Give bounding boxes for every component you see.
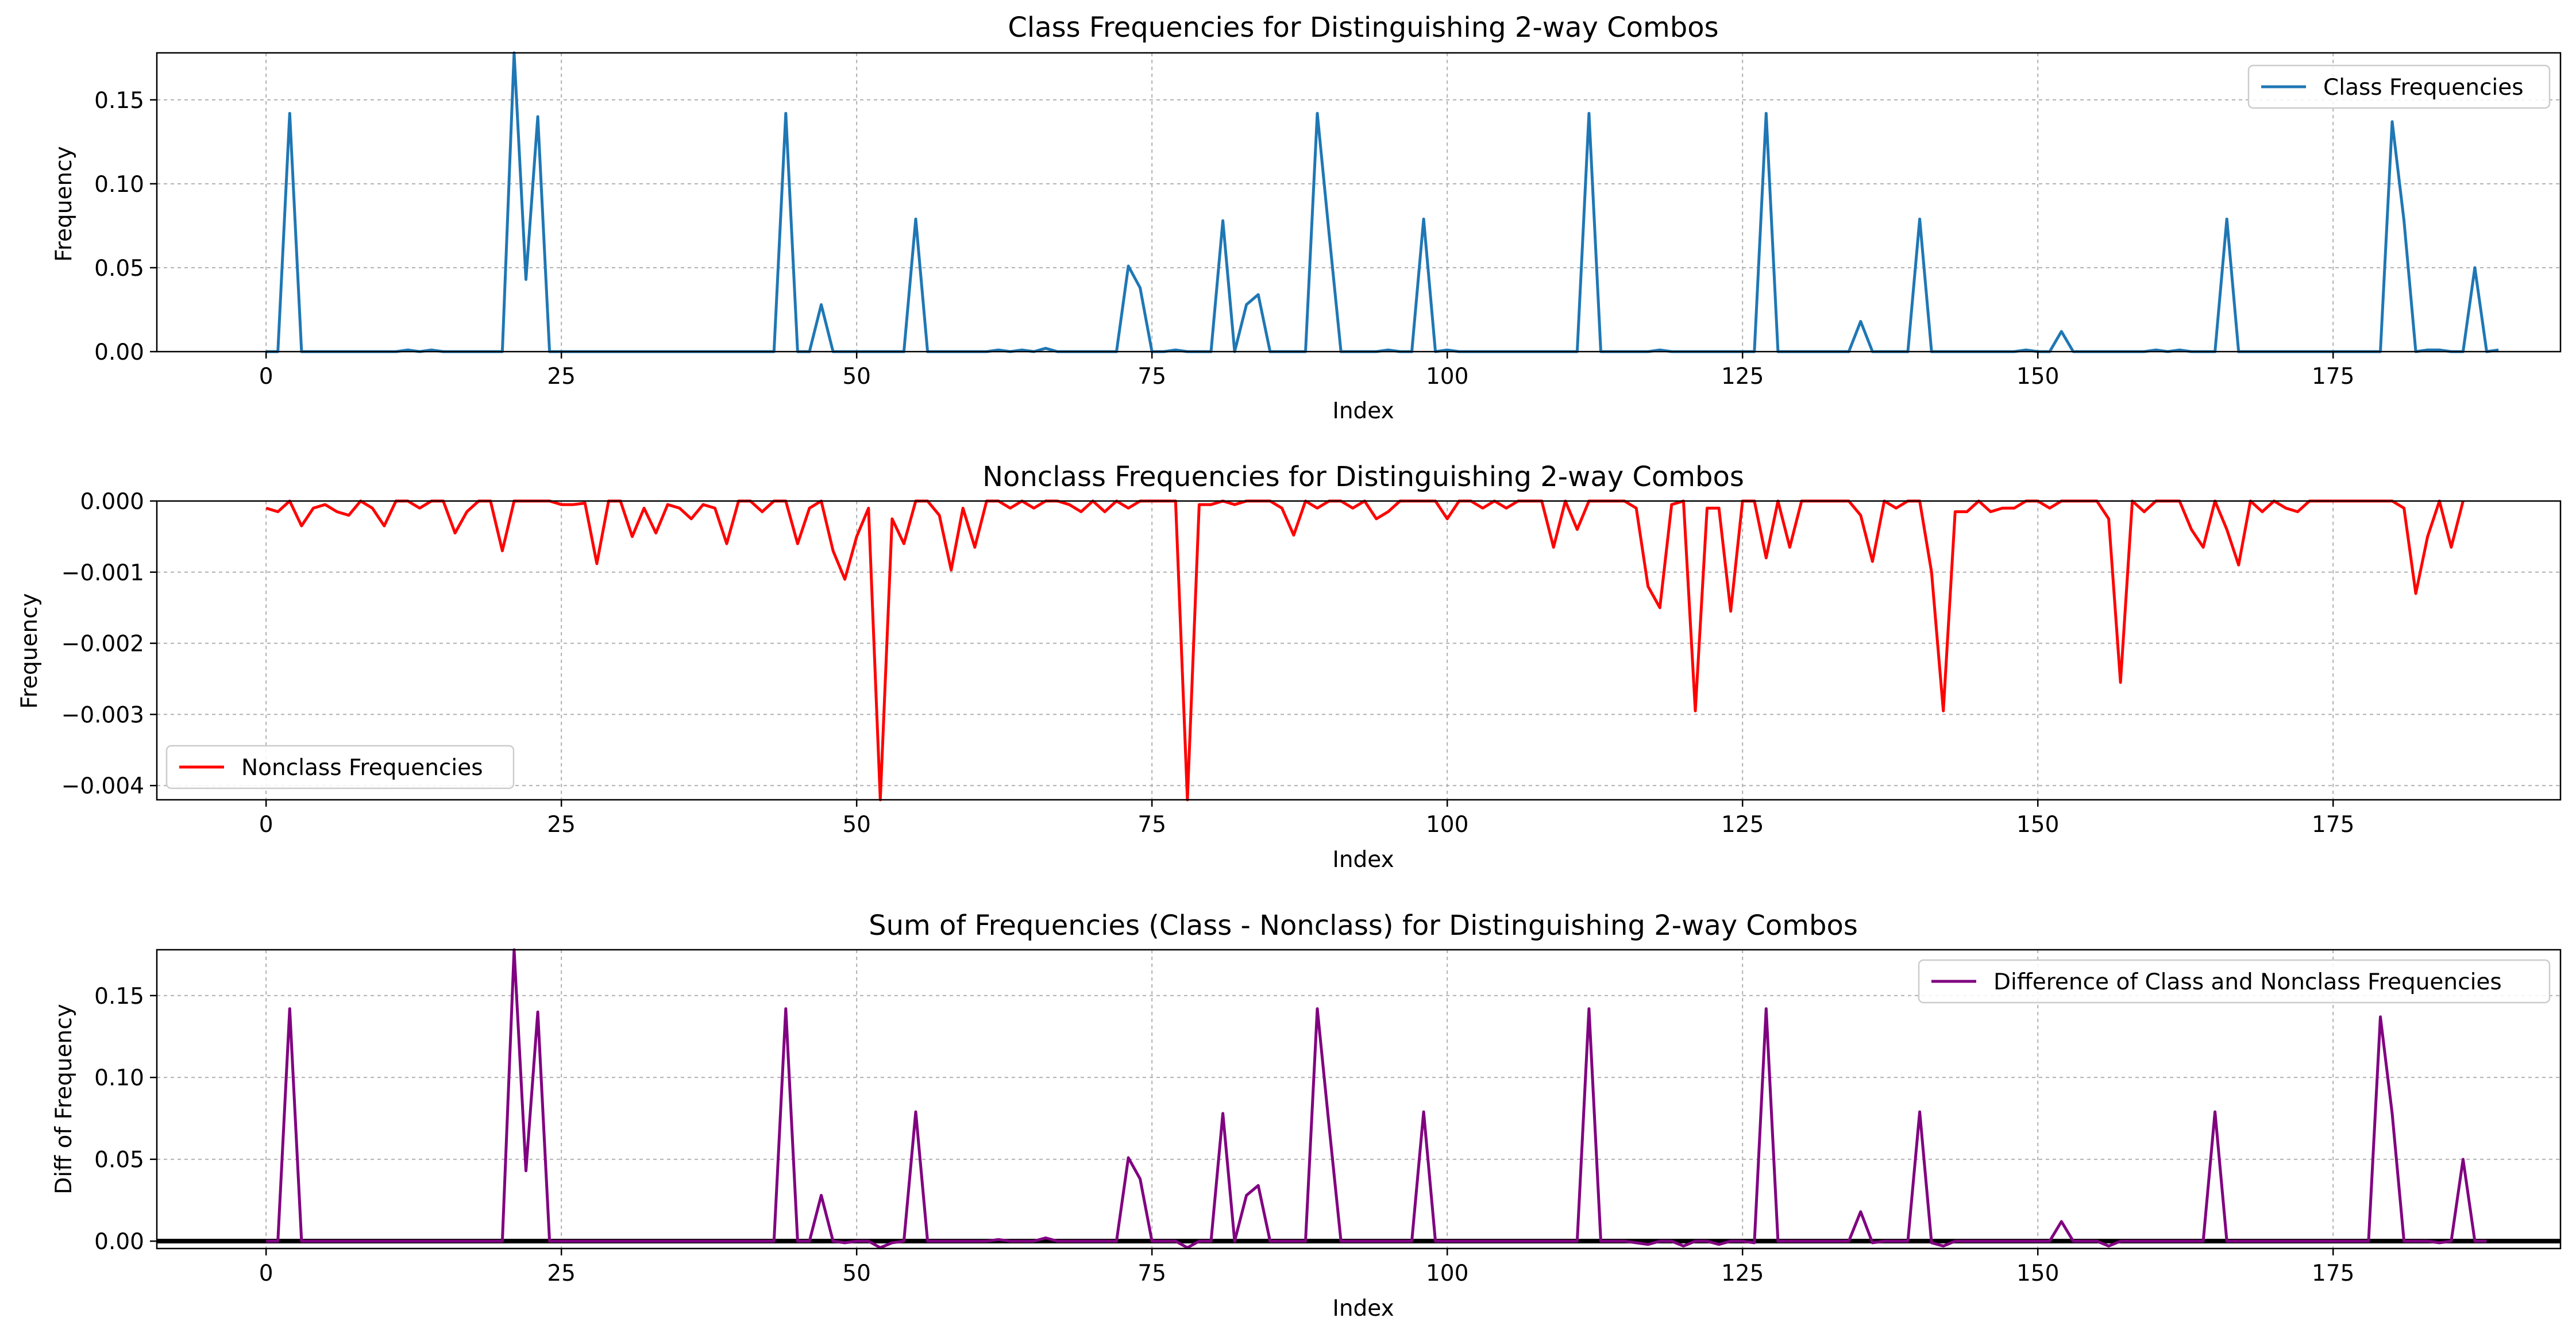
- nonclass-frequencies-legend-box: [165, 745, 515, 789]
- nonclass-frequencies-y-tick-label: −0.001: [61, 560, 144, 586]
- difference-frequencies-x-tick-label: 175: [2312, 1261, 2354, 1286]
- nonclass-frequencies-x-tick-label: 150: [2016, 812, 2059, 838]
- nonclass-frequencies-y-tick-label: −0.003: [61, 702, 144, 728]
- class-frequencies-title: Class Frequencies for Distinguishing 2-w…: [1008, 11, 1718, 44]
- nonclass-frequencies-x-tick-label: 75: [1137, 812, 1166, 838]
- difference-frequencies-title: Sum of Frequencies (Class - Nonclass) fo…: [869, 910, 1858, 942]
- class-frequencies-y-tick-label: 0.00: [94, 340, 144, 365]
- difference-frequencies-y-tick-label: 0.15: [94, 984, 144, 1010]
- nonclass-frequencies-x-tick-label: 100: [1426, 812, 1468, 838]
- nonclass-frequencies-y-tick-label: 0.000: [80, 489, 144, 515]
- nonclass-frequencies-x-label: Index: [1332, 847, 1394, 873]
- nonclass-frequencies-x-tick-label: 0: [259, 812, 273, 838]
- class-frequencies-x-tick-label: 100: [1426, 364, 1468, 390]
- difference-frequencies-x-tick-label: 125: [1721, 1261, 1764, 1286]
- difference-frequencies-plot: Sum of Frequencies (Class - Nonclass) fo…: [51, 910, 2562, 1321]
- class-frequencies-x-tick-label: 175: [2312, 364, 2354, 390]
- nonclass-frequencies-x-tick-label: 125: [1721, 812, 1764, 838]
- difference-frequencies-y-label: Diff of Frequency: [51, 1004, 77, 1195]
- class-frequencies-x-label: Index: [1332, 398, 1394, 424]
- class-frequencies-y-tick-label: 0.05: [94, 256, 144, 282]
- difference-frequencies-legend-box: [1918, 959, 2551, 1004]
- difference-frequencies-series-line: [266, 948, 2487, 1250]
- difference-frequencies-axes-frame: [156, 949, 2562, 1250]
- difference-frequencies-y-tick-label: 0.10: [94, 1065, 144, 1091]
- nonclass-frequencies-y-tick-label: −0.004: [61, 773, 144, 799]
- class-frequencies-y-tick-label: 0.10: [94, 172, 144, 198]
- difference-frequencies-x-tick-label: 75: [1137, 1261, 1166, 1286]
- class-frequencies-x-tick-label: 0: [259, 364, 273, 390]
- class-frequencies-y-label: Frequency: [51, 146, 77, 261]
- nonclass-frequencies-title: Nonclass Frequencies for Distinguishing …: [982, 461, 1744, 493]
- difference-frequencies-x-tick-label: 150: [2016, 1261, 2059, 1286]
- nonclass-frequencies-x-tick-label: 25: [547, 812, 576, 838]
- class-frequencies-x-tick-label: 125: [1721, 364, 1764, 390]
- difference-frequencies-y-tick-label: 0.05: [94, 1147, 144, 1173]
- nonclass-frequencies-x-tick-label: 175: [2312, 812, 2354, 838]
- class-frequencies-legend-box: [2247, 64, 2551, 109]
- difference-frequencies-x-tick-label: 0: [259, 1261, 273, 1286]
- class-frequencies-x-tick-label: 150: [2016, 364, 2059, 390]
- difference-frequencies-x-tick-label: 50: [842, 1261, 871, 1286]
- difference-frequencies-legend-label: Difference of Class and Nonclass Frequen…: [1993, 969, 2502, 995]
- class-frequencies-axes-frame: [156, 52, 2562, 353]
- class-frequencies-x-tick-label: 50: [842, 364, 871, 390]
- class-frequencies-x-tick-label: 25: [547, 364, 576, 390]
- class-frequencies-x-tick-label: 75: [1137, 364, 1166, 390]
- nonclass-frequencies-plot: Nonclass Frequencies for Distinguishing …: [17, 461, 2562, 873]
- class-frequencies-legend-label: Class Frequencies: [2323, 75, 2524, 101]
- nonclass-frequencies-x-tick-label: 50: [842, 812, 871, 838]
- difference-frequencies-x-label: Index: [1332, 1296, 1394, 1321]
- class-frequencies-y-tick-label: 0.15: [94, 88, 144, 114]
- nonclass-frequencies-legend-label: Nonclass Frequencies: [241, 755, 483, 781]
- nonclass-frequencies-y-tick-label: −0.002: [61, 631, 144, 657]
- nonclass-frequencies-y-label: Frequency: [17, 593, 43, 708]
- difference-frequencies-x-tick-label: 25: [547, 1261, 576, 1286]
- class-frequencies-plot: Class Frequencies for Distinguishing 2-w…: [51, 11, 2562, 424]
- difference-frequencies-x-tick-label: 100: [1426, 1261, 1468, 1286]
- nonclass-frequencies-axes-frame: [156, 500, 2562, 801]
- difference-frequencies-y-tick-label: 0.00: [94, 1229, 144, 1255]
